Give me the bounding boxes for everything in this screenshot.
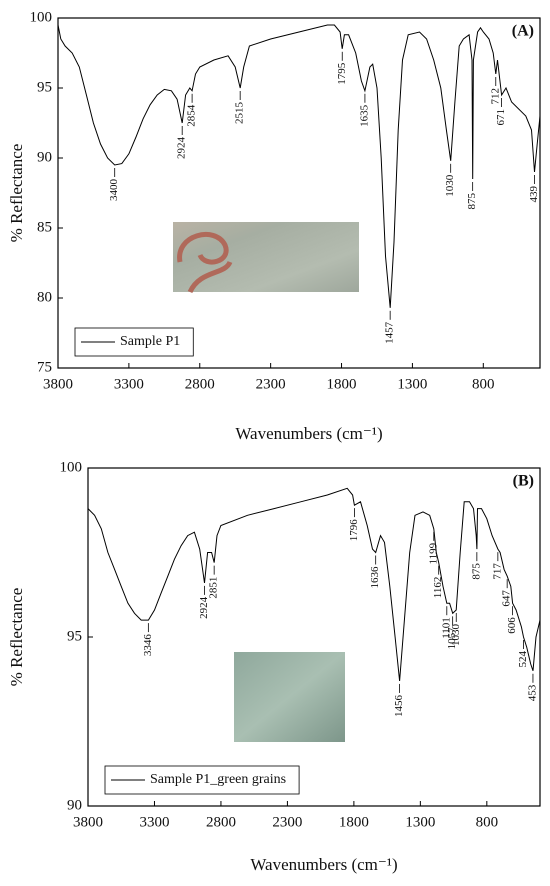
- legend-box: [104, 765, 300, 795]
- peak-label: 1796: [348, 519, 360, 542]
- peak-label: 2854: [186, 104, 198, 127]
- peak-label: 1795: [336, 62, 348, 85]
- y-tick-label: 80: [37, 289, 52, 305]
- peak-label: 2924: [198, 596, 210, 619]
- peak-label: 1057: [446, 627, 458, 650]
- peak-label: 3400: [108, 179, 120, 202]
- peak-label: 1162: [432, 577, 444, 599]
- y-tick-label: 75: [37, 359, 52, 375]
- inset-photo-detail: [177, 232, 233, 294]
- x-axis-label: Wavenumbers (cm⁻¹): [235, 424, 382, 443]
- peak-label: 1456: [393, 694, 405, 717]
- y-tick-label: 95: [37, 79, 52, 95]
- y-tick-label: 100: [30, 9, 53, 25]
- x-tick-label: 800: [476, 814, 499, 830]
- legend-box: [74, 327, 194, 357]
- peak-label: 2924: [176, 137, 188, 160]
- peak-label: 3346: [142, 634, 154, 657]
- y-axis-label: % Reflectance: [7, 588, 26, 687]
- x-tick-label: 2800: [206, 814, 236, 830]
- peak-label: 647: [501, 590, 513, 607]
- peak-label: 1457: [384, 321, 396, 344]
- x-tick-label: 3800: [73, 814, 103, 830]
- panel-label: (A): [512, 23, 534, 40]
- plot-frame: [87, 467, 541, 807]
- x-tick-label: 3300: [139, 814, 169, 830]
- peak-label: 712: [489, 88, 501, 105]
- y-axis-label: % Reflectance: [7, 144, 26, 243]
- x-tick-label: 2300: [272, 814, 302, 830]
- x-axis-label: Wavenumbers (cm⁻¹): [250, 855, 397, 874]
- peak-label: 875: [466, 193, 478, 210]
- peak-label: 606: [506, 617, 518, 634]
- peak-label: 717: [491, 563, 503, 580]
- y-tick-label: 95: [67, 628, 82, 644]
- x-tick-label: 1300: [397, 376, 427, 392]
- plot-frame: [57, 17, 541, 369]
- peak-label: 1636: [369, 566, 381, 589]
- peak-label: 671: [495, 109, 507, 126]
- peak-label: 1030: [444, 174, 456, 197]
- spectrum-line: [57, 24, 541, 308]
- x-tick-label: 1800: [327, 376, 357, 392]
- y-tick-label: 100: [60, 459, 83, 475]
- legend-label: Sample P1_green grains: [150, 772, 286, 787]
- peak-label: 439: [528, 186, 540, 203]
- x-tick-label: 1800: [339, 814, 369, 830]
- inset-photo: [234, 652, 345, 742]
- legend-label: Sample P1: [120, 334, 180, 349]
- peak-label: 1199: [427, 542, 439, 564]
- peak-label: 453: [526, 684, 538, 701]
- peak-label: 1635: [358, 104, 370, 127]
- x-tick-label: 3800: [43, 376, 73, 392]
- peak-label: 875: [470, 563, 482, 580]
- x-tick-label: 2300: [256, 376, 286, 392]
- peak-label: 1030: [450, 623, 462, 646]
- spectrum-line: [87, 487, 541, 681]
- x-tick-label: 800: [472, 376, 495, 392]
- x-tick-label: 1300: [405, 814, 435, 830]
- y-tick-label: 90: [67, 797, 82, 813]
- peak-label: 524: [517, 651, 529, 668]
- x-tick-label: 3300: [114, 376, 144, 392]
- x-tick-label: 2800: [185, 376, 215, 392]
- y-tick-label: 85: [37, 219, 52, 235]
- peak-label: 1101: [440, 617, 452, 639]
- peak-label: 2851: [208, 577, 220, 599]
- peak-label: 2515: [234, 102, 246, 125]
- panel-label: (B): [513, 473, 534, 490]
- y-tick-label: 90: [37, 149, 52, 165]
